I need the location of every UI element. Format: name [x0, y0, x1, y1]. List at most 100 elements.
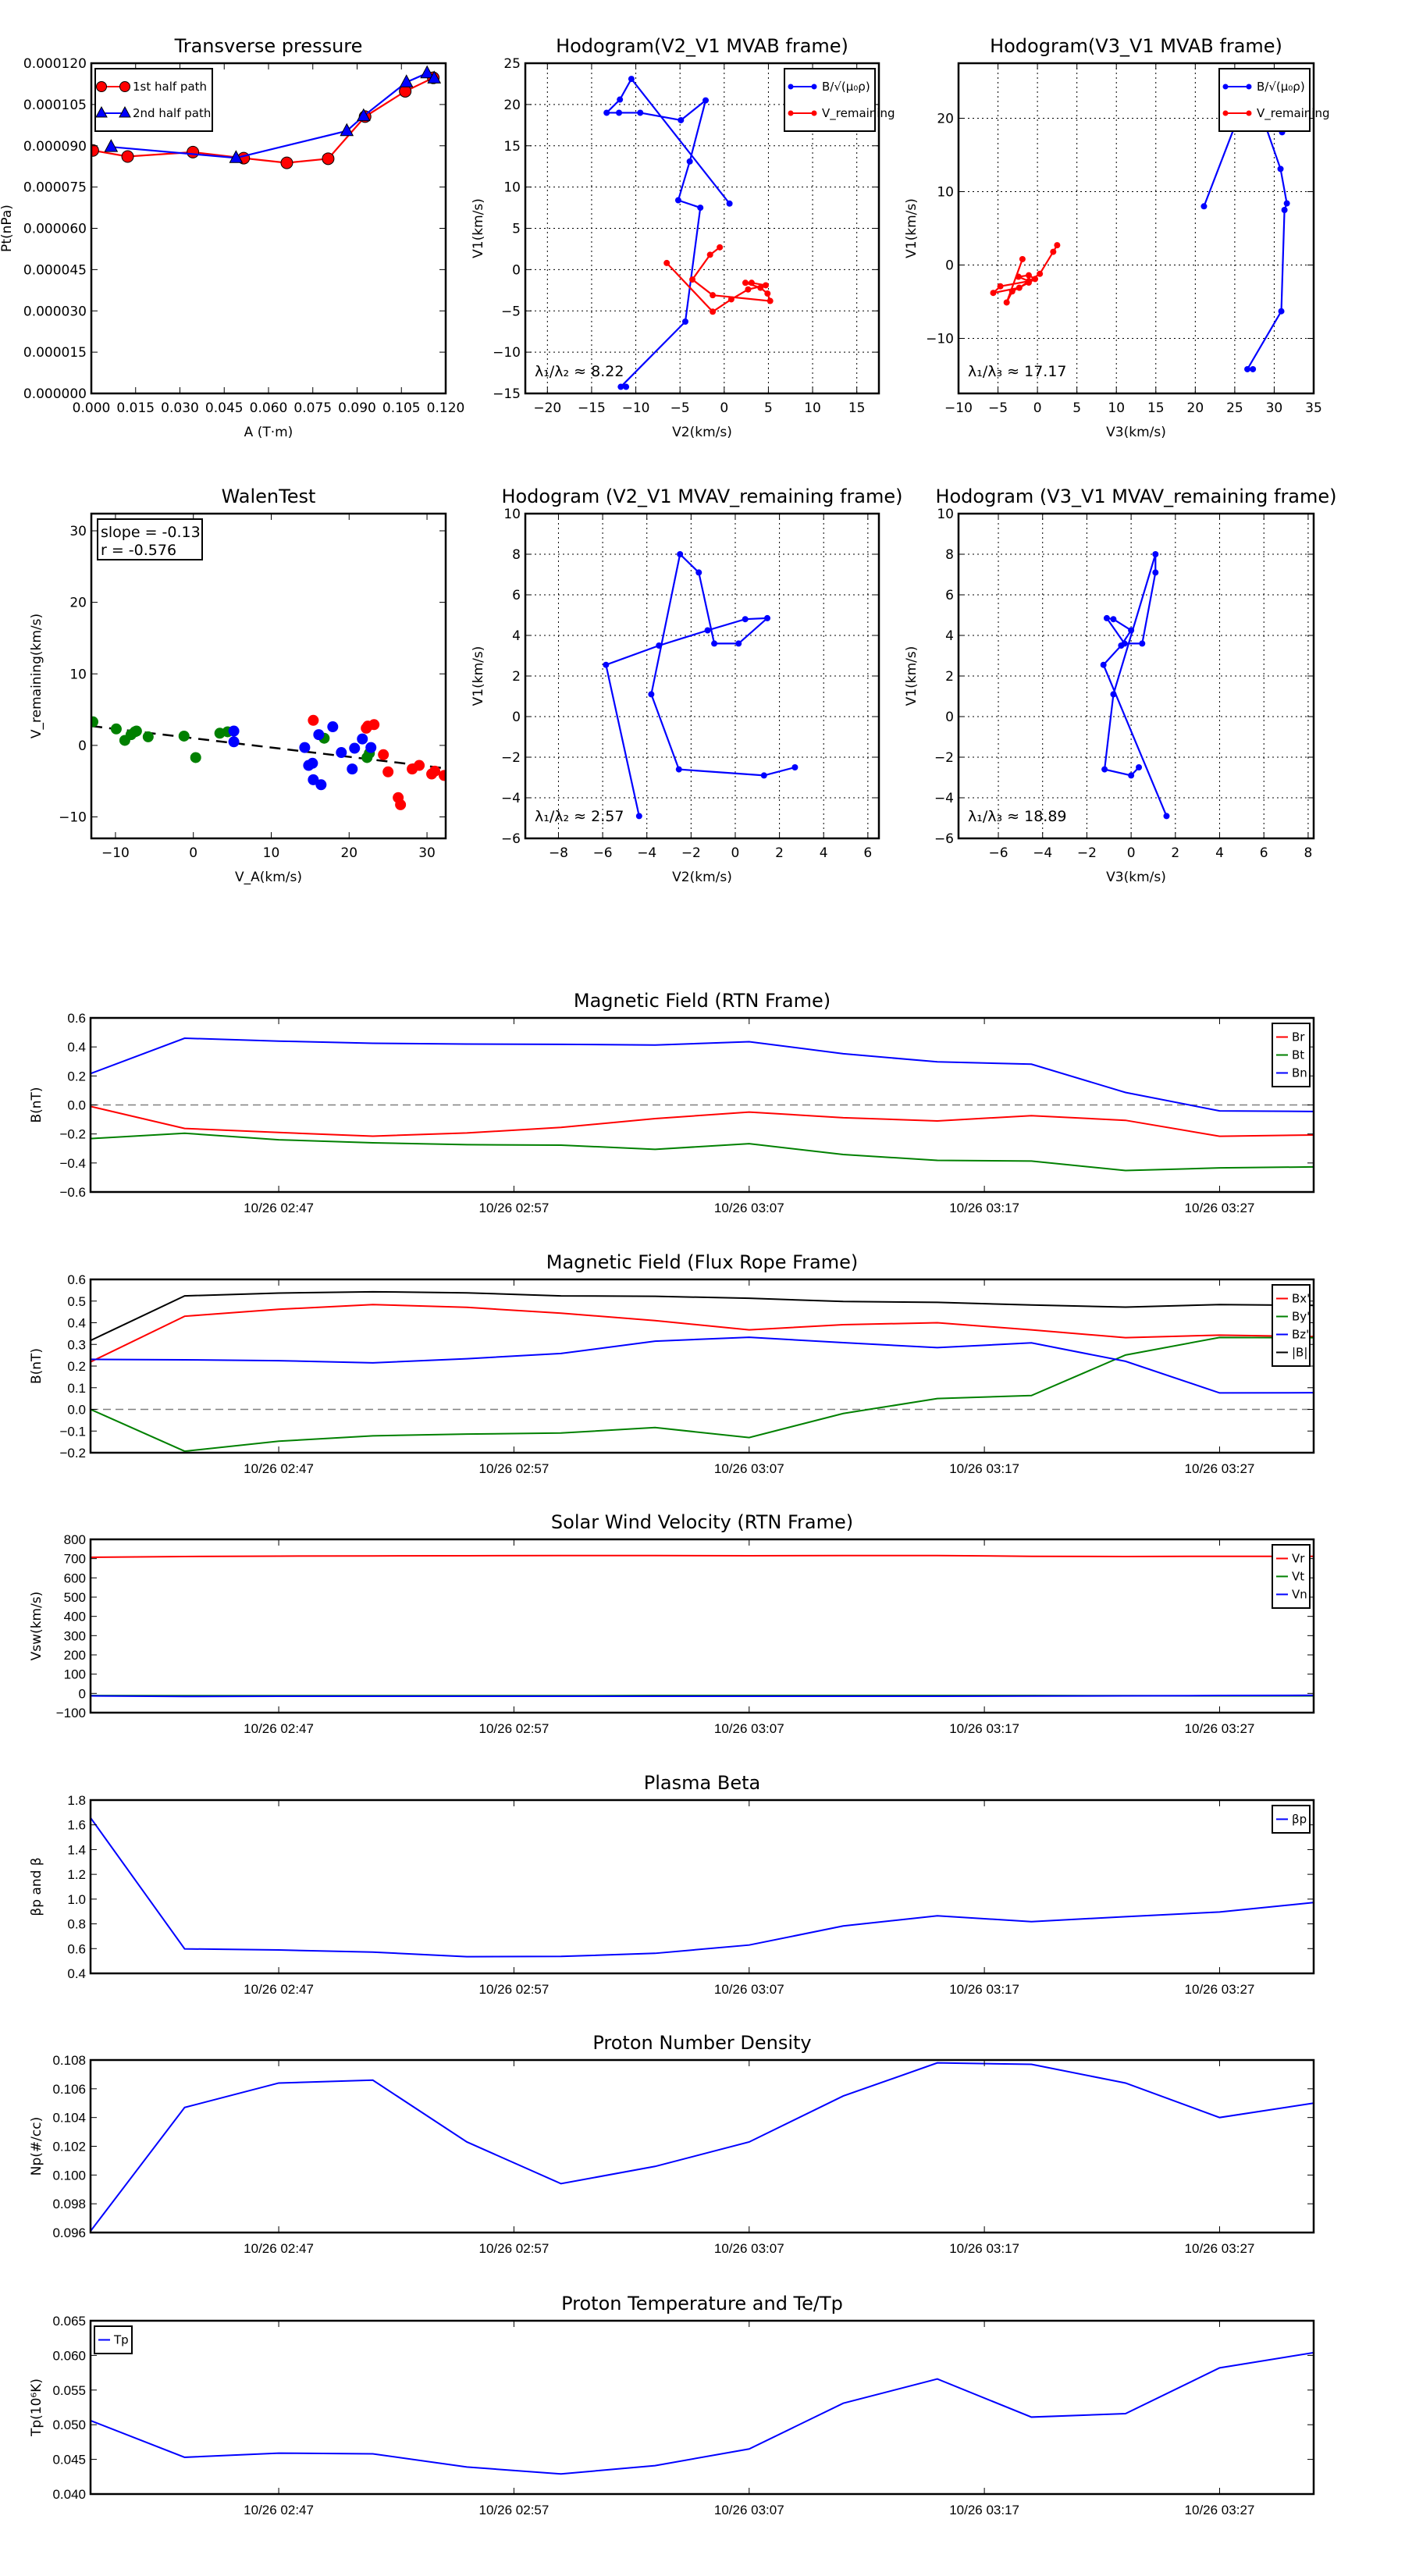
eigenvalue-ratio-annotation: λ₁/λ₂ ≈ 8.22 — [535, 363, 624, 380]
y-tick-label: 8 — [945, 547, 954, 563]
y-tick-label: 100 — [64, 1667, 86, 1682]
y-tick-label: 0 — [79, 1686, 86, 1701]
legend-label: Bn — [1292, 1066, 1307, 1080]
chart-title: Hodogram(V3_V1 MVAB frame) — [990, 35, 1282, 57]
legend: Bx' By' Bz' |B| — [1272, 1284, 1311, 1367]
y-tick-label: 2 — [512, 669, 521, 685]
series-line — [1102, 553, 1168, 817]
data-point — [656, 642, 663, 649]
data-point — [349, 742, 361, 754]
legend-item: V_remaining — [788, 106, 895, 121]
legend-label: βp — [1292, 1813, 1307, 1827]
x-tick-label: 10/26 03:17 — [949, 1721, 1019, 1736]
y-tick-label: 1.6 — [67, 1818, 86, 1833]
series-tp — [91, 2351, 1314, 2475]
legend-item: 1st half path — [96, 80, 207, 94]
chart-title: Proton Temperature and Te/Tp — [561, 2293, 843, 2314]
series-b- — [603, 551, 799, 820]
data-point — [1244, 365, 1251, 372]
data-point — [767, 297, 774, 304]
data-point — [742, 616, 749, 623]
x-tick-label: 10/26 02:47 — [244, 2503, 314, 2517]
x-tick-label: −10 — [944, 400, 973, 416]
legend-marker — [788, 84, 794, 90]
series-line — [91, 1037, 1314, 1112]
y-tick-label: 0.096 — [52, 2226, 86, 2240]
x-tick-label: 10/26 03:07 — [714, 1201, 784, 1215]
chart-title: Proton Number Density — [592, 2032, 811, 2054]
y-tick-label: 0.000045 — [23, 262, 87, 278]
legend-label: Vr — [1292, 1552, 1305, 1566]
legend-label: 2nd half path — [133, 106, 211, 120]
y-tick-label: 4 — [945, 628, 954, 644]
x-tick-label: −10 — [101, 845, 130, 861]
y-axis-label: Np(#/cc) — [29, 2117, 44, 2176]
legend-label: By' — [1292, 1310, 1310, 1324]
series-np — [91, 2062, 1314, 2232]
y-tick-label: 0.4 — [67, 1966, 86, 1981]
legend: B/√(μ₀ρ) V_remaining — [1218, 68, 1330, 132]
y-tick-label: 1.4 — [67, 1842, 86, 1857]
x-tick-label: 10/26 02:47 — [244, 1982, 314, 1997]
x-tick-label: 30 — [1266, 400, 1283, 416]
y-tick-label: 0.060 — [52, 2348, 86, 2363]
x-axis: −20 −15 −10 −5 0 5 10 15 — [533, 63, 866, 416]
data-point — [347, 763, 358, 775]
legend-item: B/√(μ₀ρ) — [1222, 80, 1305, 94]
data-point — [399, 74, 414, 87]
y-tick-label: 0 — [945, 710, 954, 725]
data-point — [1110, 616, 1117, 623]
y-tick-label: 0.4 — [67, 1316, 86, 1331]
data-layer — [1100, 551, 1170, 820]
y-tick-label: 0.0 — [67, 1403, 86, 1418]
series-bt — [91, 1132, 1314, 1172]
series-vn — [91, 1694, 1314, 1698]
data-point — [1019, 255, 1026, 262]
solar-wind-velocity-chart: Solar Wind Velocity (RTN Frame) 10/26 02:… — [29, 1511, 1315, 1736]
y-axis-label: V1(km/s) — [904, 646, 919, 706]
data-point — [623, 383, 630, 390]
series-line — [91, 1694, 1314, 1698]
x-tick-label: −5 — [670, 400, 690, 416]
y-tick-label: 0.000060 — [23, 222, 87, 237]
data-point — [727, 296, 735, 303]
legend-label: V_remaining — [822, 106, 895, 121]
y-tick-label: 10 — [69, 667, 87, 682]
series-component-3 — [308, 714, 446, 810]
legend-item: 2nd half path — [95, 105, 211, 120]
data-point — [228, 736, 240, 748]
y-tick-label: 20 — [937, 112, 954, 127]
y-axis: −0.6 −0.4 −0.2 0.0 0.2 0.4 0.6 — [59, 1011, 1314, 1200]
legend-marker — [788, 110, 794, 116]
data-point — [1016, 284, 1023, 291]
y-axis: −100 0 100 200 300 400 500 600 700 800 — [56, 1532, 1314, 1720]
series-line — [91, 1304, 1314, 1363]
data-point — [1100, 661, 1107, 668]
legend-marker — [119, 105, 131, 118]
x-tick-label: 25 — [1226, 400, 1243, 416]
data-point — [427, 70, 442, 84]
y-tick-label: −4 — [934, 791, 954, 806]
x-tick-label: 0 — [189, 845, 197, 861]
data-point — [420, 65, 434, 79]
data-point — [190, 752, 201, 763]
series-line — [990, 244, 1058, 303]
series-1st-half-path — [91, 71, 440, 169]
legend-item: Bx' — [1276, 1292, 1310, 1306]
y-tick-label: 10 — [503, 507, 521, 522]
legend: Br Bt Bn — [1272, 1023, 1311, 1087]
x-tick-label: 0 — [731, 845, 740, 861]
x-axis-label: V2(km/s) — [672, 425, 732, 440]
x-axis: −6 −4 −2 0 2 4 6 8 — [988, 514, 1312, 861]
series-v-remaining — [990, 242, 1061, 306]
data-layer — [91, 2062, 1314, 2232]
data-point — [735, 640, 742, 647]
chart-title: Hodogram (V2_V1 MVAV_remaining frame) — [501, 486, 902, 507]
stats-box-frame — [97, 518, 203, 560]
data-point — [748, 279, 755, 286]
x-axis-label: V3(km/s) — [1106, 870, 1166, 885]
y-tick-label: −0.4 — [59, 1156, 86, 1171]
x-tick-label: 10/26 03:17 — [949, 1201, 1019, 1215]
legend-label: B/√(μ₀ρ) — [1257, 80, 1305, 94]
y-axis-label: V_remaining(km/s) — [29, 614, 44, 738]
